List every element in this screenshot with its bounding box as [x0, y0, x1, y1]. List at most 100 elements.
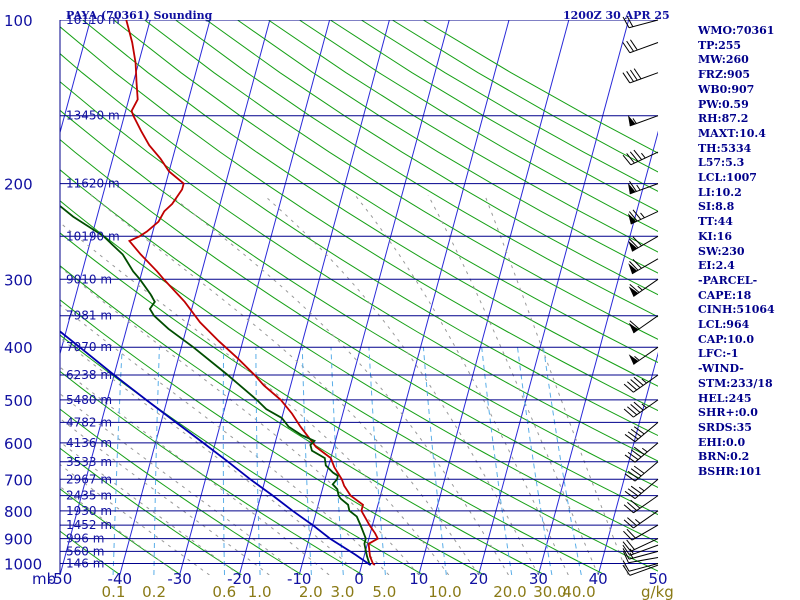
wind-barb-full — [630, 404, 641, 413]
pressure-tick-label: 800 — [4, 503, 33, 521]
index-item: TH:5334 — [698, 141, 752, 155]
index-item: EHI:0.0 — [698, 435, 746, 449]
wind-barb-full — [629, 261, 639, 271]
wind-barb-full — [633, 149, 643, 161]
wind-barb-full — [622, 72, 631, 84]
mixing-ratio-line — [112, 347, 123, 575]
mixing-ratio-line — [368, 347, 386, 575]
wind-barb-staff — [629, 183, 659, 195]
index-item: KI:16 — [698, 229, 733, 243]
moist-adiabat-line — [354, 194, 569, 575]
wind-barb-staff — [633, 399, 659, 418]
dry-adiabat-line — [60, 334, 424, 575]
temperature-tick-label: 30 — [529, 570, 548, 588]
wind-barb — [624, 422, 659, 443]
dry-adiabat-line — [60, 408, 303, 575]
height-label: 996 m — [66, 532, 104, 546]
wind-barb-full — [630, 499, 641, 509]
wind-barb-full — [633, 68, 642, 80]
wind-barb-full — [623, 504, 634, 514]
moist-adiabat-line — [263, 194, 539, 575]
profile-lines — [60, 20, 379, 566]
wind-barb — [628, 235, 659, 252]
wind-barb-staff — [629, 42, 659, 54]
dry-adiabat-line — [113, 20, 658, 364]
indices-list: WMO:70361 TP:255 MW:260 FRZ:905 WB0:907 PW:0.… — [698, 24, 775, 480]
dry-adiabat-line — [237, 20, 658, 274]
wind-barb-full — [624, 454, 636, 463]
wind-barb — [628, 346, 659, 365]
wind-barb-full — [633, 446, 645, 455]
dry-adiabat-line — [60, 138, 658, 516]
wind-barb-full — [622, 541, 632, 552]
isotherm-line — [597, 351, 658, 575]
wind-barb-pennant — [627, 114, 636, 126]
index-item: -PARCEL- — [698, 273, 758, 287]
wind-barb-full — [627, 517, 638, 527]
index-item: EI:2.4 — [698, 259, 735, 273]
mixing-ratio-tick-label: 0.2 — [142, 583, 166, 600]
wind-barb-pennant — [628, 263, 638, 274]
pressure-tick-label: 200 — [4, 176, 33, 194]
wind-barb-pennant — [628, 354, 639, 365]
height-label: 4782 m — [66, 415, 112, 429]
height-label: 1930 m — [66, 504, 112, 518]
wind-barb-half — [637, 285, 643, 291]
wind-barb-full — [623, 519, 634, 529]
wind-barb — [622, 560, 659, 572]
wind-barb-full — [632, 236, 642, 247]
wind-barb-staff — [634, 478, 659, 499]
wind-barb-full — [629, 180, 637, 192]
dry-adiabat-line — [60, 53, 658, 437]
wind-barb-staff — [631, 524, 659, 541]
pressure-tick-label: 100 — [4, 12, 33, 30]
wind-barb-full — [627, 502, 638, 511]
height-label: 1452 m — [66, 518, 112, 532]
temperature-tick-label: -30 — [167, 570, 192, 588]
wind-barb-staff — [630, 538, 659, 552]
mixing-ratio-tick-label: 5.0 — [372, 583, 396, 600]
moist-adiabat-line — [60, 463, 210, 575]
wind-barb-full — [629, 39, 638, 51]
wind-barb-staff — [630, 210, 659, 225]
index-item: LFC:-1 — [698, 347, 739, 361]
wind-barb-full — [630, 449, 642, 458]
dry-adiabat-line — [60, 232, 606, 575]
mixing-ratio-line — [542, 347, 582, 575]
wind-barb-full — [627, 381, 638, 391]
mixing-ratio-line — [517, 347, 553, 575]
wind-barb-full — [626, 15, 634, 27]
wind-barb-full — [622, 16, 630, 29]
moist-adiabat-line — [60, 441, 240, 575]
dry-adiabat-line — [82, 20, 658, 387]
temperature-profile-line — [125, 20, 379, 566]
wind-barb — [623, 510, 659, 529]
mixing-ratio-line — [422, 347, 447, 575]
index-item: CAP:10.0 — [698, 332, 755, 346]
wind-barb-half — [634, 518, 641, 524]
pressure-tick-label: 600 — [4, 435, 33, 453]
isotherm-line — [418, 20, 570, 575]
pressure-unit-label: mb — [32, 570, 56, 588]
wind-barb-half — [641, 403, 647, 409]
index-item: SHR+:0.0 — [698, 406, 758, 420]
height-label: 6238 m — [66, 368, 112, 382]
wind-barb — [622, 149, 659, 166]
wind-barb-full — [633, 376, 644, 386]
index-item: FRZ:905 — [698, 68, 751, 82]
index-item: TP:255 — [698, 38, 742, 52]
wind-barb — [627, 180, 659, 195]
height-label: 560 m — [66, 544, 104, 558]
index-item: WB0:907 — [698, 82, 755, 96]
pressure-tick-label: 900 — [4, 531, 33, 549]
wind-barb-full — [622, 544, 631, 556]
wind-barb — [622, 538, 659, 552]
index-item: SI:8.8 — [698, 200, 735, 214]
index-item: PW:0.59 — [698, 97, 749, 111]
wind-barb-full — [623, 408, 634, 418]
index-item: WMO:70361 — [698, 24, 775, 37]
wind-barb-staff — [628, 557, 659, 564]
index-item: SW:230 — [698, 244, 745, 258]
